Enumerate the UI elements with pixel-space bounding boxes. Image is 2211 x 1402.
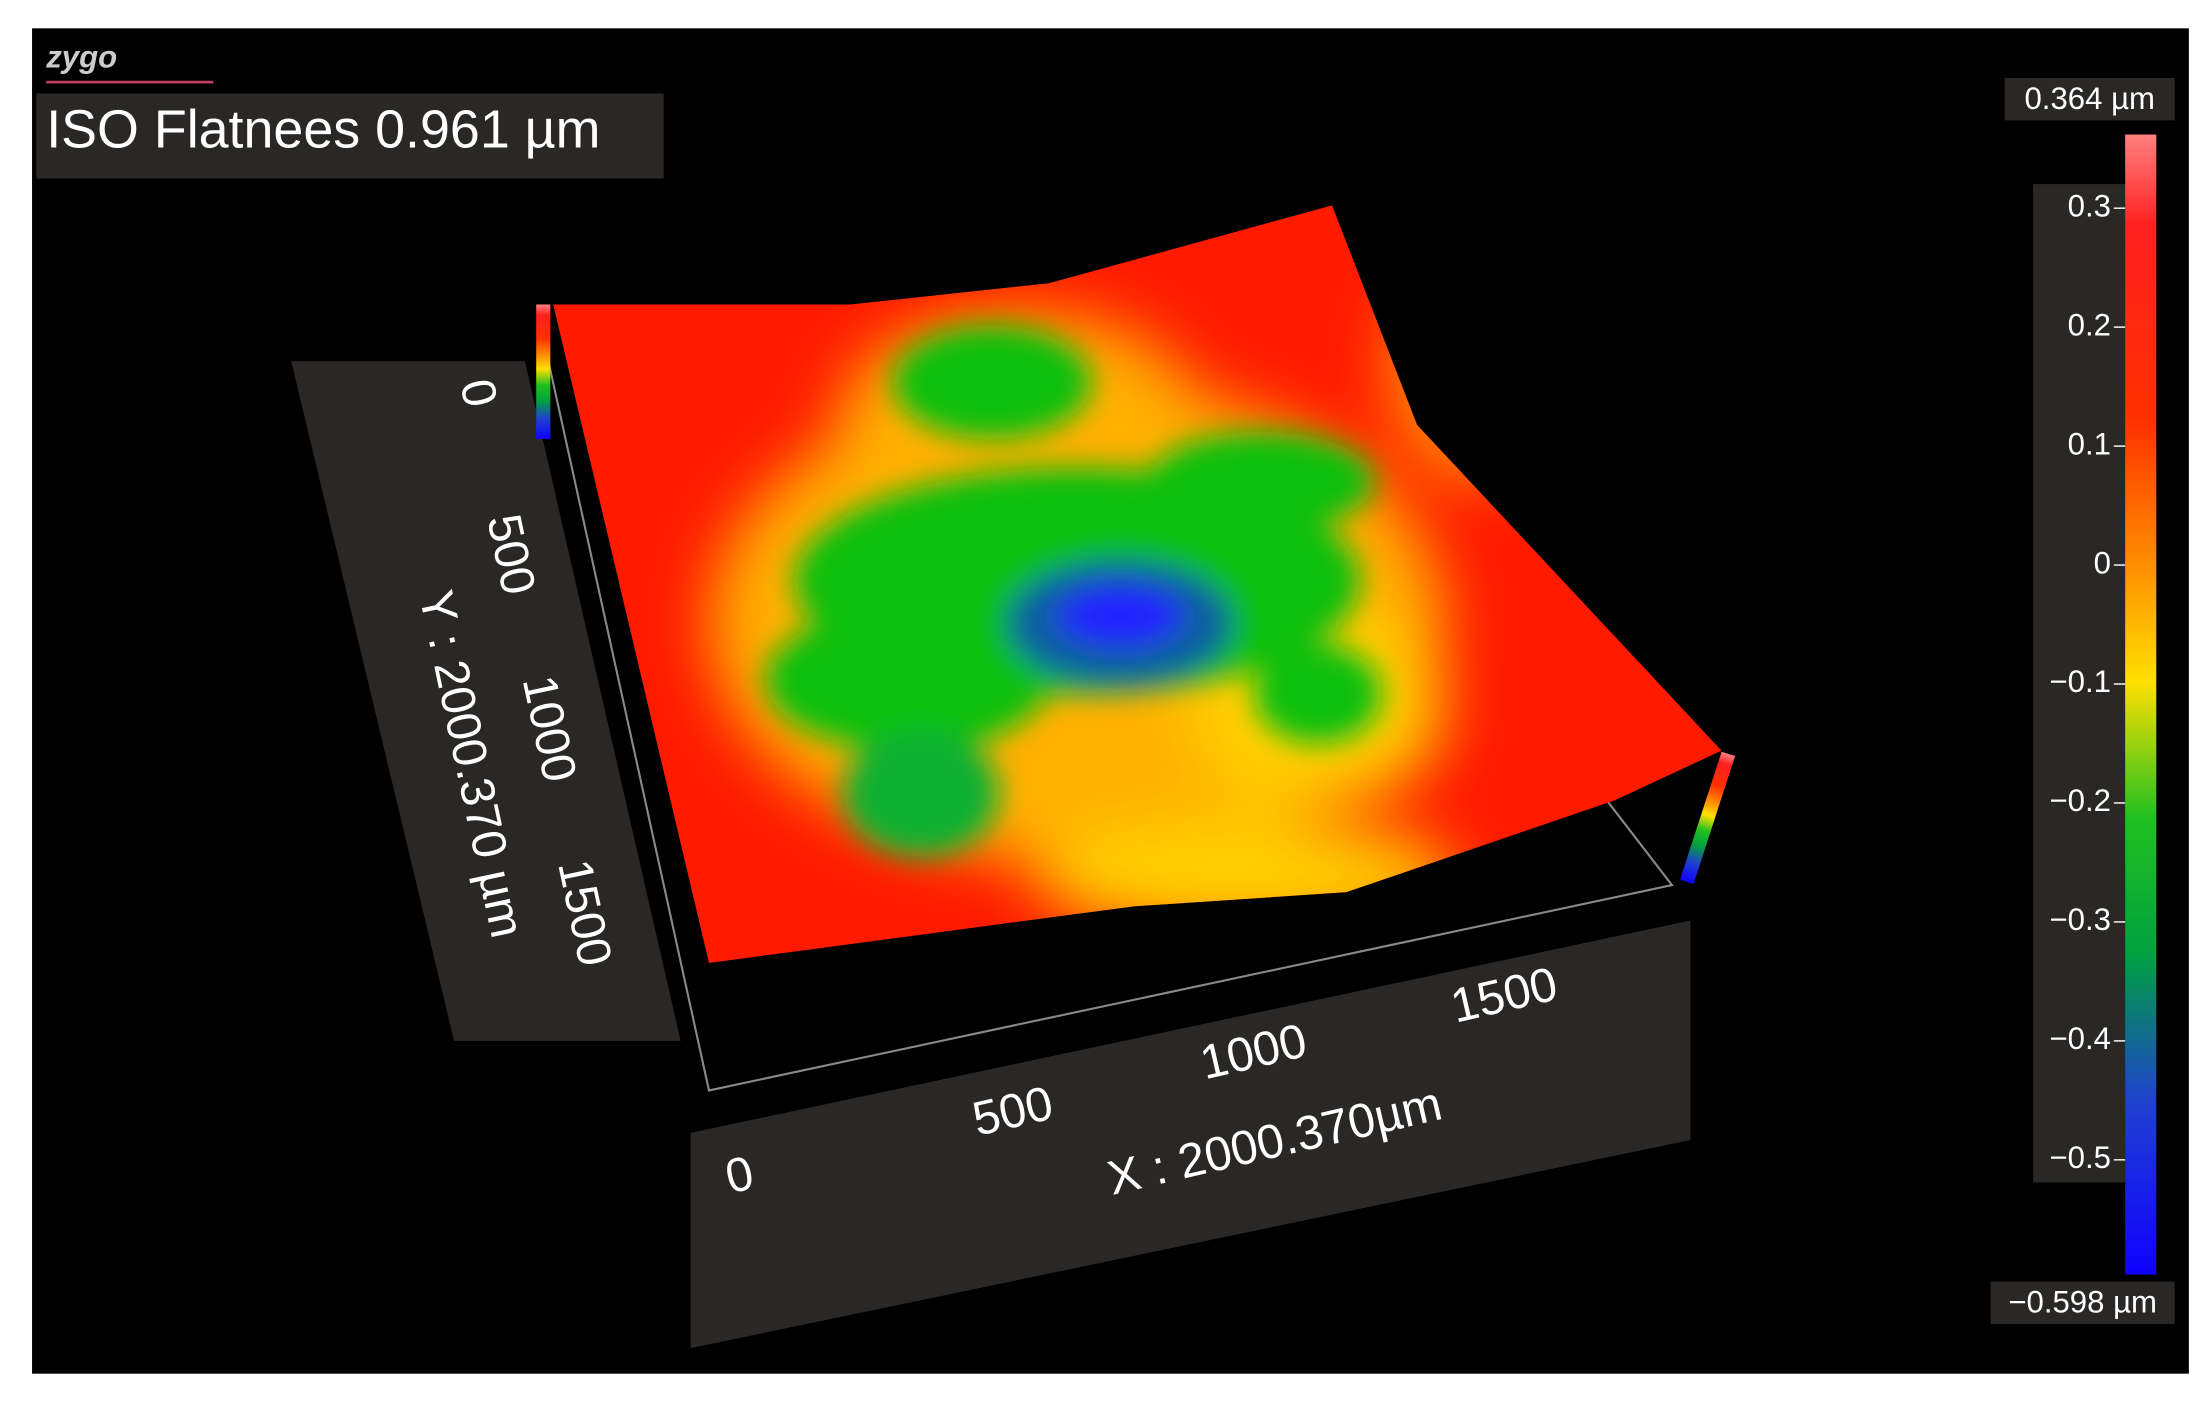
colorbar-tick-label: −0.4 (2049, 1021, 2110, 1056)
axis-frame (537, 318, 1674, 1092)
y-axis-panel (291, 361, 681, 1041)
colorbar-min: −0.598 µm (2008, 1285, 2157, 1320)
colorbar-tick-label: −0.1 (2049, 664, 2110, 699)
title-box (36, 93, 664, 179)
colorbar-tick-label: 0 (2094, 545, 2111, 580)
colorbar-tick-label: 0.3 (2068, 188, 2111, 223)
colorbar-min-box (1990, 1281, 2175, 1325)
colorbar-tick-panel (2033, 184, 2126, 1183)
corner-marker (536, 304, 551, 440)
colorbar-max: 0.364 µm (2024, 81, 2154, 116)
colorbar-tick-label: 0.1 (2068, 426, 2111, 461)
x-axis-panel (690, 920, 1691, 1349)
logo: zygo (45, 40, 117, 75)
colorbar (2125, 134, 2157, 1275)
corner-marker (1680, 751, 1736, 885)
colorbar-max-box (2004, 77, 2175, 121)
colorbar-tick-label: −0.5 (2049, 1140, 2110, 1175)
colorbar-tick-label: 0.2 (2068, 307, 2111, 342)
colorbar-tick-label: −0.3 (2049, 902, 2110, 937)
title: ISO Flatnees 0.961 µm (46, 99, 600, 159)
colorbar-tick-label: −0.2 (2049, 783, 2110, 818)
dynamic-labels: 0.30.20.10−0.1−0.2−0.3−0.4−0.50500100015… (449, 188, 2126, 1204)
